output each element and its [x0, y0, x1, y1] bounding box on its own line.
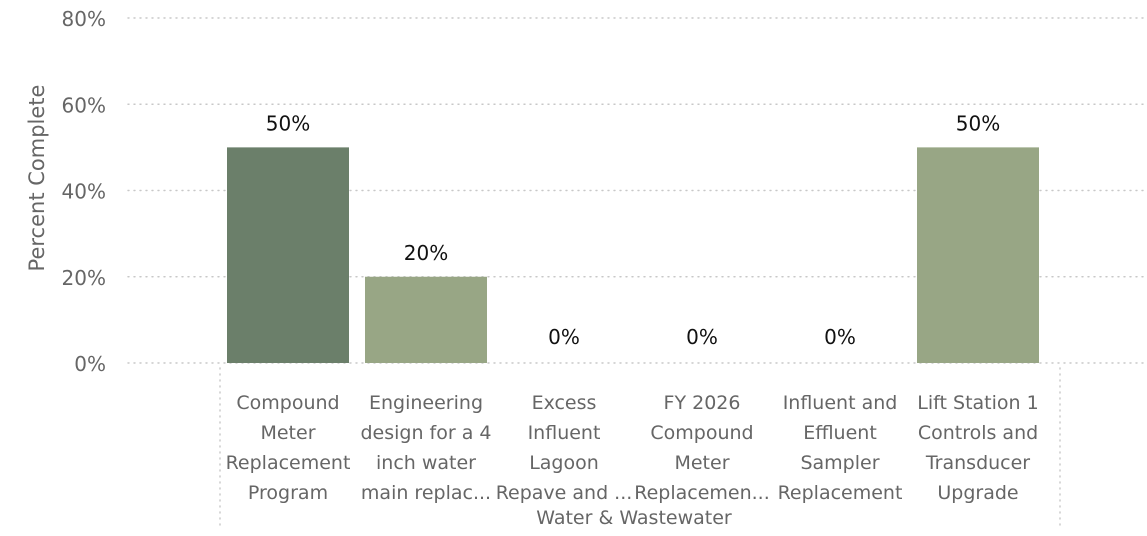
category-label: FY 2026	[664, 392, 741, 414]
category-label: Replacement	[226, 452, 351, 474]
category-label: Replacemen...	[634, 482, 770, 504]
y-axis-label: Percent Complete	[25, 85, 49, 272]
bar-value-label: 0%	[824, 325, 856, 349]
category-label: Effluent	[803, 422, 877, 444]
category-label: Influent	[528, 422, 601, 444]
category-label: Engineering	[369, 392, 483, 414]
category-label: Meter	[260, 422, 315, 444]
bar-value-label: 50%	[266, 111, 310, 135]
category-label: Replacement	[778, 482, 903, 504]
bar-value-label: 20%	[404, 241, 448, 265]
category-label: Compound	[236, 392, 339, 414]
category-label: Influent and	[783, 392, 898, 414]
bar[interactable]	[917, 147, 1039, 363]
category-label: Controls and	[918, 422, 1038, 444]
bar-value-labels: 50% 20% 0% 0% 0% 50%	[266, 111, 1000, 349]
x-axis-group-label: Water & Wastewater	[536, 507, 732, 529]
gridlines	[127, 17, 1147, 364]
y-tick-label: 0%	[74, 352, 106, 376]
category-label: Meter	[674, 452, 729, 474]
y-axis-ticks: 0% 20% 40% 60% 80%	[62, 7, 106, 376]
category-label: main replac...	[361, 482, 491, 504]
category-label: design for a 4	[360, 422, 491, 444]
category-label: Compound	[650, 422, 753, 444]
bar-value-label: 0%	[548, 325, 580, 349]
bar[interactable]	[227, 147, 349, 363]
category-label: Lagoon	[529, 452, 599, 474]
category-labels: Compound Meter Replacement Program Engineeri…	[219, 367, 1061, 529]
category-label: Excess	[532, 392, 597, 414]
category-label: Upgrade	[937, 482, 1018, 504]
category-label: Transducer	[925, 452, 1030, 474]
y-tick-label: 20%	[62, 266, 106, 290]
y-tick-label: 60%	[62, 93, 106, 117]
category-label: Sampler	[800, 452, 879, 474]
y-tick-label: 80%	[62, 7, 106, 31]
bars	[227, 147, 1039, 363]
bar[interactable]	[365, 276, 487, 363]
category-label: Program	[248, 482, 328, 504]
category-label: Lift Station 1	[917, 392, 1038, 414]
bar-value-label: 0%	[686, 325, 718, 349]
bar-value-label: 50%	[956, 111, 1000, 135]
category-label: Repave and ...	[496, 482, 633, 504]
category-label: inch water	[376, 452, 476, 474]
y-tick-label: 40%	[62, 180, 106, 204]
